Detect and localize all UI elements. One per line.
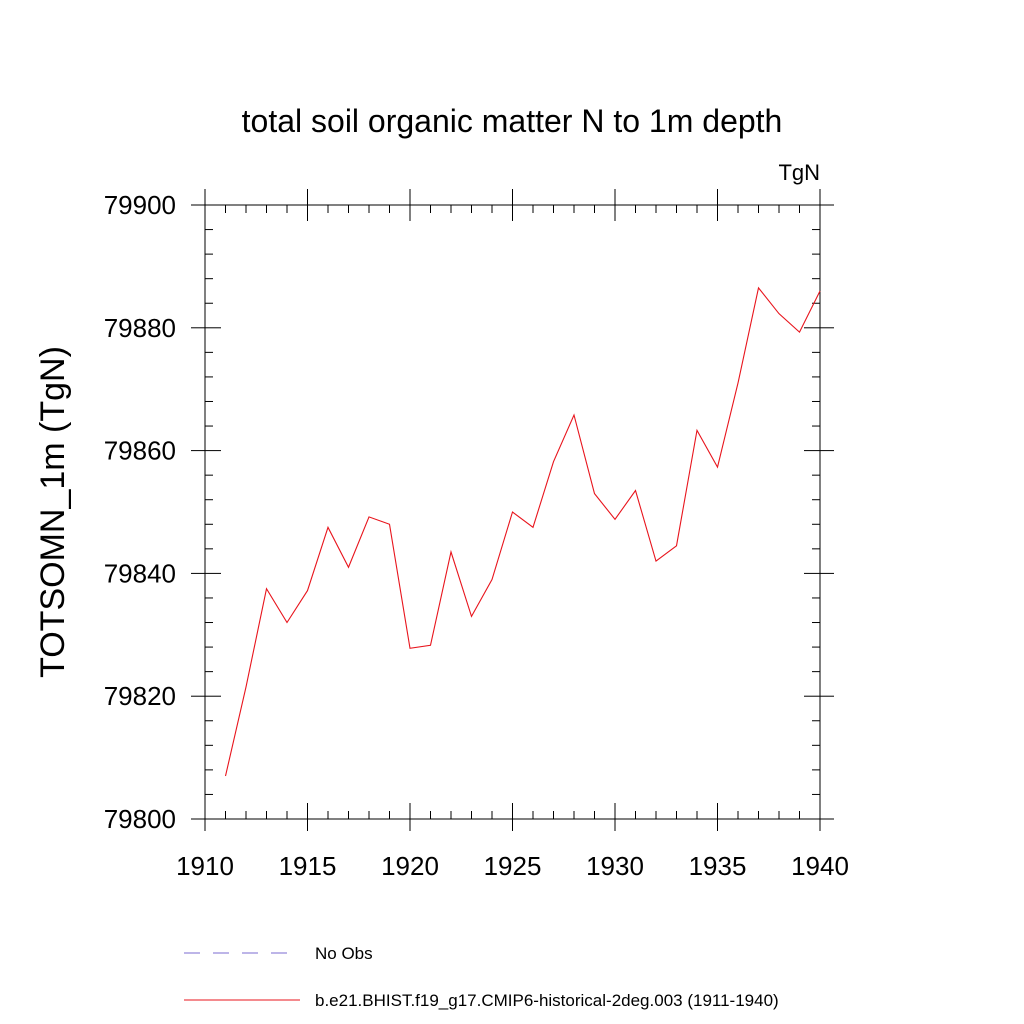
x-tick-label: 1915 bbox=[279, 851, 337, 881]
x-tick-label: 1910 bbox=[176, 851, 234, 881]
legend-entry: b.e21.BHIST.f19_g17.CMIP6-historical-2de… bbox=[315, 991, 779, 1010]
y-axis-label: TOTSOMN_1m (TgN) bbox=[34, 346, 72, 678]
axis-ticks bbox=[191, 189, 834, 831]
legend-entry: No Obs bbox=[315, 944, 373, 963]
legend: No Obs b.e21.BHIST.f19_g17.CMIP6-historic… bbox=[184, 944, 779, 1010]
y-tick-label: 79900 bbox=[104, 190, 176, 220]
series-line bbox=[224, 286, 821, 777]
y-tick-label: 79800 bbox=[104, 804, 176, 834]
units-label: TgN bbox=[778, 160, 820, 185]
chart-title: total soil organic matter N to 1m depth bbox=[242, 103, 783, 139]
y-tick-label: 79820 bbox=[104, 681, 176, 711]
tick-labels: 1910 1915 1920 1925 1930 1935 1940 79800 79820 79… bbox=[104, 190, 849, 881]
x-tick-label: 1940 bbox=[791, 851, 849, 881]
y-tick-label: 79880 bbox=[104, 313, 176, 343]
y-tick-label: 79840 bbox=[104, 558, 176, 588]
x-tick-label: 1935 bbox=[689, 851, 747, 881]
x-tick-label: 1930 bbox=[586, 851, 644, 881]
y-tick-label: 79860 bbox=[104, 436, 176, 466]
series-layer bbox=[224, 286, 821, 777]
x-tick-label: 1925 bbox=[484, 851, 542, 881]
x-tick-label: 1920 bbox=[381, 851, 439, 881]
